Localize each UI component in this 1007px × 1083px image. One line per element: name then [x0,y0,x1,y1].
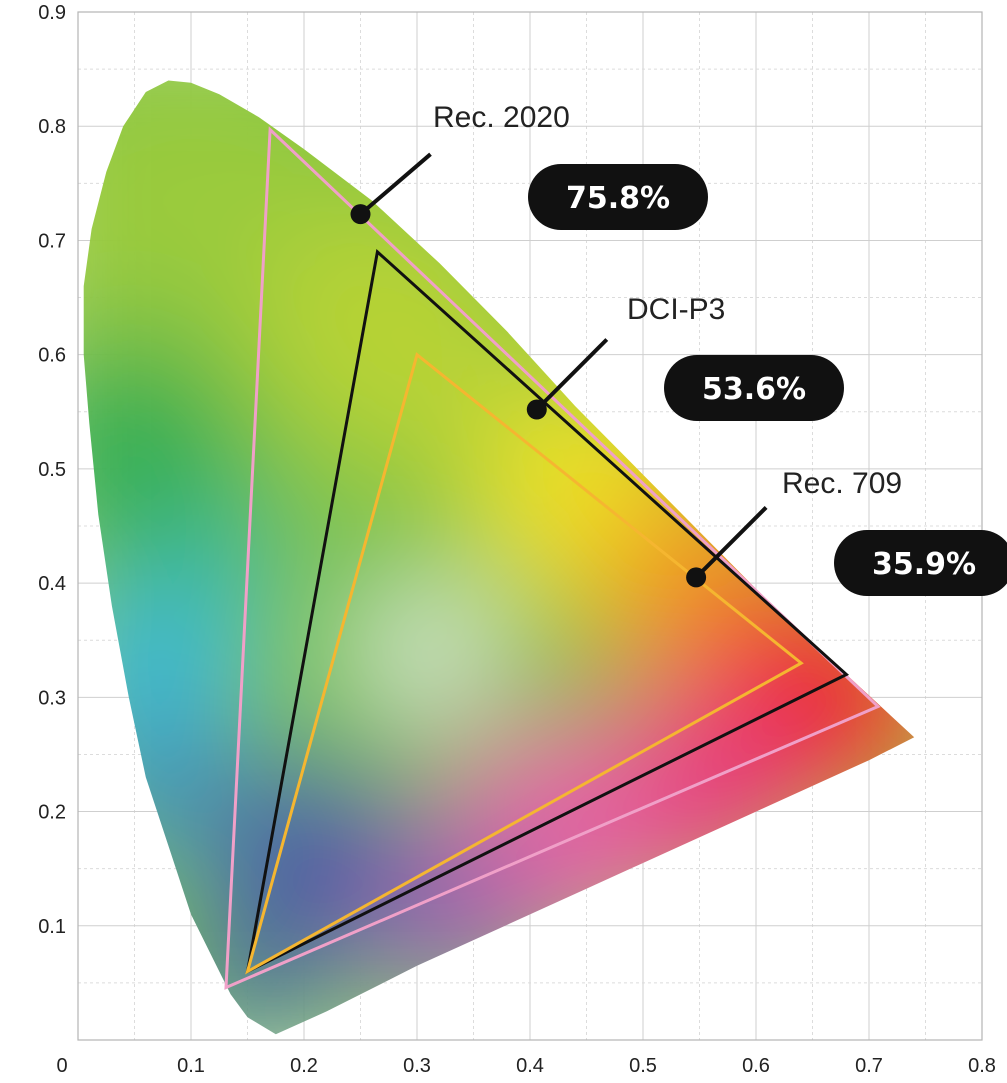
x-tick-label: 0.1 [177,1055,205,1077]
leader-line [694,505,768,579]
gamut-annotations: Rec. 2020 75.8% DCI-P3 53.6% Rec. 709 35.9% [350,101,1007,596]
percent-badge-label: 75.8% [566,181,670,216]
x-tick-label: 0.3 [403,1055,431,1077]
y-tick-label: 0.7 [38,230,66,252]
marker-dot [526,399,547,420]
percent-badge [528,164,708,230]
y-tick-label: 0.6 [38,345,66,367]
axis-ticks: 0 0.1 0.2 0.3 0.4 0.5 0.6 0.7 0.8 0.1 0.2 0.3 0.4 0.5… [38,2,996,1077]
gamut-triangle-rec-709 [245,352,804,975]
marker-dot [686,567,707,588]
gamut-triangle-dci-p3 [245,248,850,975]
percent-badge-label: 35.9% [872,547,976,582]
y-tick-label: 0.1 [38,916,66,938]
y-tick-label: 0.3 [38,687,66,709]
x-tick-label: 0.5 [629,1055,657,1077]
y-tick-label: 0.2 [38,802,66,824]
percent-badge [834,530,1007,596]
y-tick-label: 0.4 [38,573,66,595]
x-tick-label: 0.2 [290,1055,318,1077]
marker-dot [350,204,371,225]
x-tick-label: 0.7 [855,1055,883,1077]
gamut-name-label: Rec. 2020 [433,101,570,134]
plot-frame [77,11,983,1041]
x-tick-label: 0.8 [968,1055,996,1077]
gamut-triangles [224,126,881,990]
y-tick-label: 0.5 [38,459,66,481]
annotation-rec-2020: Rec. 2020 75.8% [350,101,708,230]
gamut-name-label: Rec. 709 [782,467,902,500]
x-tick-label: 0.4 [516,1055,544,1077]
annotation-dci-p3: DCI-P3 53.6% [526,293,844,421]
gamut-name-label: DCI-P3 [627,293,725,326]
annotation-rec-709: Rec. 709 35.9% [686,467,1007,596]
percent-badge-label: 53.6% [702,372,806,407]
leader-line [359,152,432,216]
x-tick-label: 0 [56,1055,67,1077]
y-tick-label: 0.8 [38,116,66,138]
gamut-triangle-rec-2020 [224,126,881,990]
x-tick-label: 0.6 [742,1055,770,1077]
leader-line [535,338,609,411]
y-tick-label: 0.9 [38,2,66,24]
percent-badge [664,355,844,421]
